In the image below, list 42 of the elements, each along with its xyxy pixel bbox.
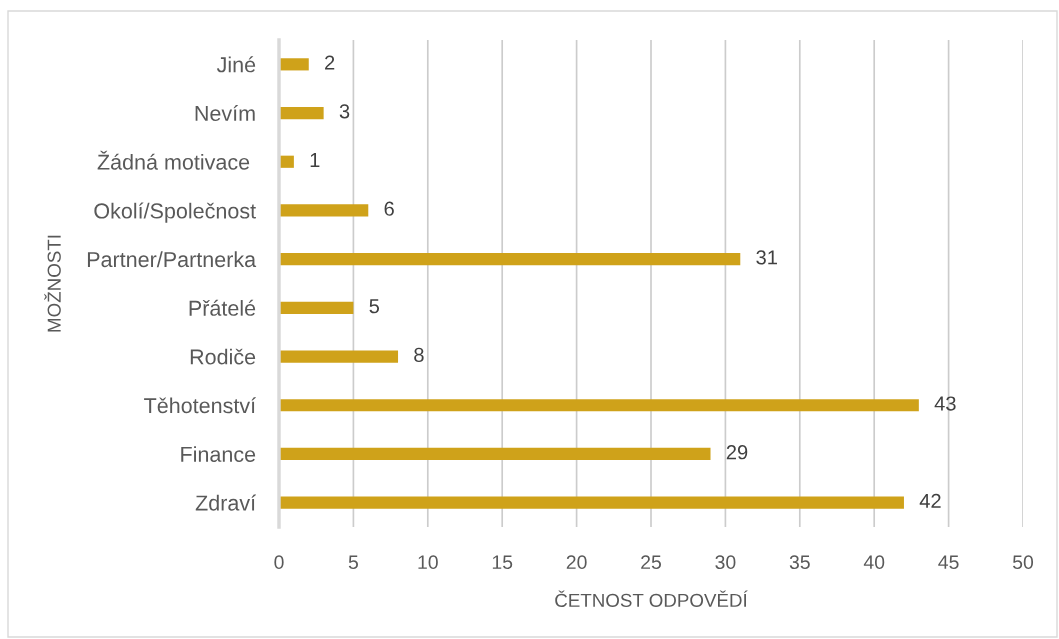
bar <box>279 58 309 71</box>
x-tick-label: 40 <box>863 555 885 570</box>
data-label: 3 <box>339 104 350 119</box>
y-tick-label: Okolí/Společnost <box>94 202 256 223</box>
y-tick-label: Zdraví <box>195 494 256 511</box>
x-tick-label: 35 <box>789 555 810 570</box>
y-tick-label: Těhotenství <box>144 397 256 414</box>
x-tick-label: 30 <box>715 555 736 570</box>
y-axis-title: MOŽNOSTI <box>44 235 61 332</box>
x-tick-label: 25 <box>641 555 661 570</box>
x-tick-label: 15 <box>492 555 513 570</box>
x-tick-label: 0 <box>274 555 284 570</box>
bar <box>279 106 324 120</box>
data-label: 42 <box>919 493 941 508</box>
data-label: 43 <box>934 396 956 411</box>
y-tick-label: Rodiče <box>190 348 256 365</box>
bar <box>279 399 919 412</box>
y-tick-label: Jiné <box>216 56 256 73</box>
y-tick-label: Finance <box>181 446 256 462</box>
bar <box>279 204 369 217</box>
data-label: 8 <box>414 347 424 362</box>
bar <box>279 350 399 363</box>
bar <box>279 253 741 266</box>
x-tick-label: 45 <box>938 555 959 570</box>
y-tick-label: Partner/Partnerka <box>87 251 257 268</box>
data-label: 31 <box>756 250 777 265</box>
y-tick-label: Přátelé <box>189 299 256 316</box>
x-tick-label: 10 <box>418 555 438 570</box>
bar <box>279 496 904 509</box>
y-tick-label: Žádná motivace <box>97 150 250 170</box>
data-label: 6 <box>384 201 394 216</box>
data-label: 2 <box>325 55 335 70</box>
bar <box>279 301 354 314</box>
x-tick-label: 20 <box>566 555 587 570</box>
x-axis-title: ČETNOST ODPOVĚDÍ <box>555 590 748 608</box>
x-tick-label: 5 <box>348 555 358 570</box>
bar <box>279 447 711 461</box>
x-tick-label: 50 <box>1012 555 1034 570</box>
data-label: 1 <box>310 153 320 167</box>
data-label: 29 <box>726 445 748 460</box>
y-tick-label: Nevím <box>195 105 255 122</box>
data-label: 5 <box>369 299 380 314</box>
